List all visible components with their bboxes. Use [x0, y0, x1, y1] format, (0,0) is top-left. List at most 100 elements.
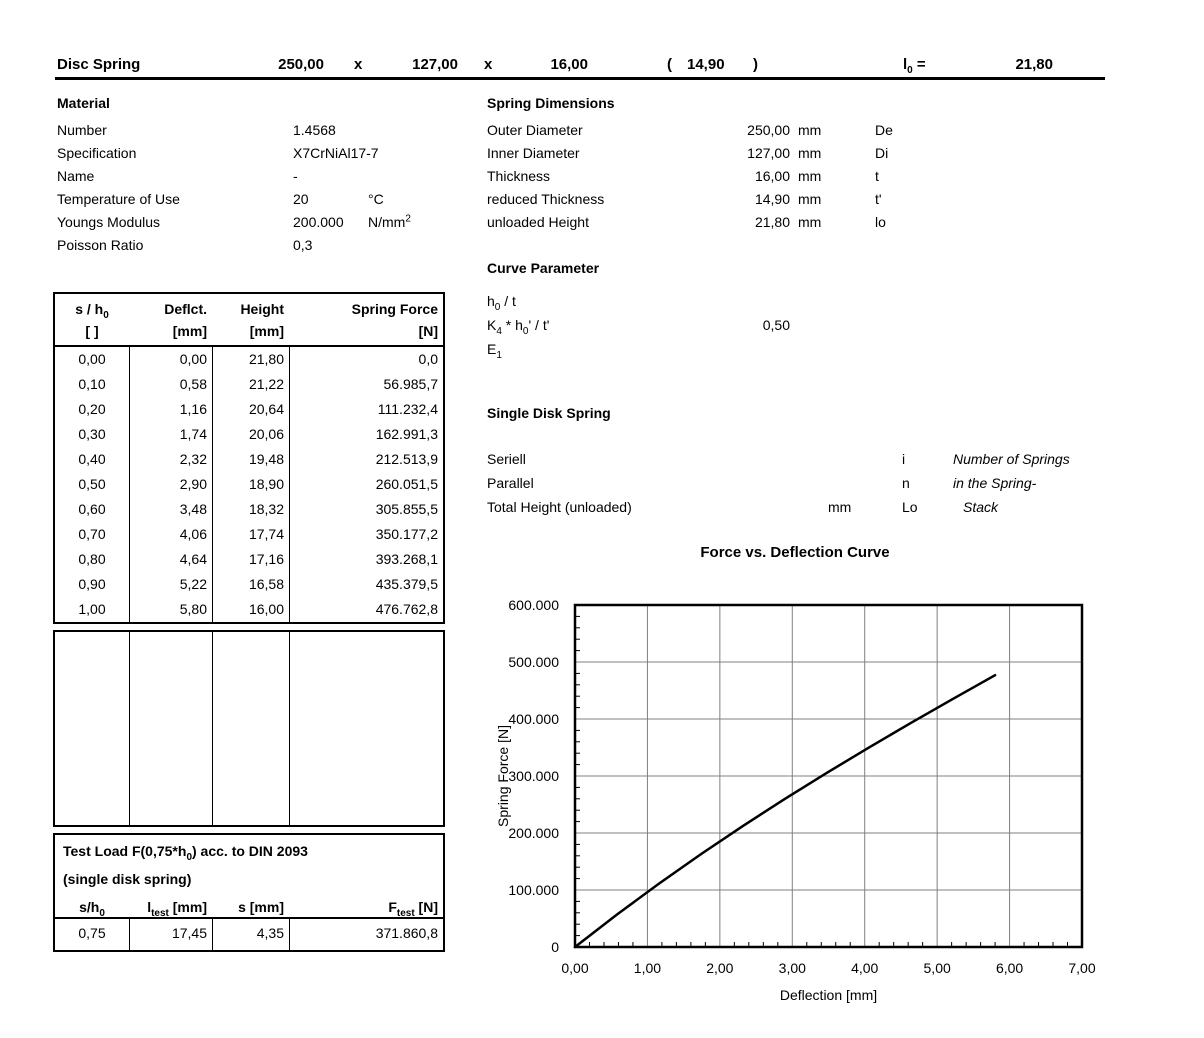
cell: 0,50	[78, 476, 106, 492]
table-row: 0,90 5,22 16,58 435.379,5	[55, 572, 443, 597]
cell: 56.985,7	[289, 372, 443, 397]
cell: 16,58	[212, 572, 289, 597]
column-separator	[129, 632, 130, 825]
material-label: Specification	[57, 145, 137, 161]
y-axis-label: Spring Force [N]	[495, 725, 511, 827]
header-times-2: x	[484, 56, 493, 73]
y-tick-label: 200.000	[508, 825, 559, 841]
cell: 0,90	[78, 576, 106, 592]
table-row: 1,00 5,80 16,00 476.762,8	[55, 597, 443, 622]
column-unit: [ ]	[85, 323, 99, 339]
test-load-header: s/h0 ltest [mm] s [mm] Ftest [N]	[55, 897, 443, 919]
curve-parameter-value: 0,50	[762, 317, 790, 333]
material-unit: N/mm2	[368, 213, 411, 230]
dimension-symbol: De	[875, 122, 893, 138]
column-separator	[289, 632, 290, 825]
single-disk-label: Seriell	[487, 451, 526, 467]
material-heading: Material	[57, 95, 110, 111]
deflection-table-header: s / h0 Deflct. Height Spring Force [ ] […	[55, 294, 443, 347]
cell: 162.991,3	[289, 422, 443, 447]
cell: 111.232,4	[289, 397, 443, 422]
header-paren-open: (	[667, 56, 672, 73]
y-tick-label: 300.000	[508, 768, 559, 784]
x-tick-label: 4,00	[851, 960, 878, 976]
column-header: s [mm]	[238, 899, 284, 915]
y-tick-label: 100.000	[508, 882, 559, 898]
column-header: Spring Force	[351, 301, 438, 317]
cell: 0,00	[129, 347, 212, 372]
column-unit: [mm]	[172, 323, 207, 339]
y-tick-label: 0	[551, 939, 559, 955]
cell: 17,16	[212, 547, 289, 572]
dimension-label: unloaded Height	[487, 214, 589, 230]
single-disk-symbol: Lo	[902, 499, 918, 515]
curve-parameter-heading: Curve Parameter	[487, 260, 600, 276]
material-unit: °C	[368, 191, 384, 207]
dimension-symbol: t'	[875, 191, 882, 207]
header-underline	[55, 77, 1105, 80]
cell: 5,22	[129, 572, 212, 597]
cell: 0,70	[78, 526, 106, 542]
y-tick-label: 400.000	[508, 711, 559, 727]
y-tick-label: 500.000	[508, 654, 559, 670]
dimension-unit: mm	[798, 191, 822, 207]
cell: 0,10	[78, 376, 106, 392]
column-header: s/h0	[79, 899, 105, 919]
header-l0-label: l0 =	[903, 56, 926, 76]
test-load-subtitle: (single disk spring)	[63, 871, 192, 887]
single-disk-note: in the Spring-	[953, 475, 1037, 491]
dimension-unit: mm	[798, 168, 822, 184]
column-separator	[212, 632, 213, 825]
material-value: 20	[293, 191, 309, 207]
header-paren-close: )	[753, 56, 758, 73]
deflection-table: s / h0 Deflct. Height Spring Force [ ] […	[53, 292, 445, 624]
cell: 212.513,9	[289, 447, 443, 472]
single-disk-label: Total Height (unloaded)	[487, 499, 632, 515]
single-disk-note: Number of Springs	[953, 451, 1070, 467]
dimension-value: 250,00	[747, 122, 790, 138]
curve-parameter-label: E1	[487, 341, 502, 361]
cell: 476.762,8	[289, 597, 443, 622]
header-times-1: x	[354, 56, 363, 73]
x-tick-label: 2,00	[706, 960, 733, 976]
cell: 0,30	[78, 426, 106, 442]
header-reduced-thickness: 14,90	[687, 56, 725, 73]
table-row: 0,00 0,00 21,80 0,0	[55, 347, 443, 372]
dimension-symbol: t	[875, 168, 879, 184]
doc-title: Disc Spring	[57, 56, 141, 73]
material-label: Temperature of Use	[57, 191, 180, 207]
column-header: Height	[240, 301, 284, 317]
cell: 1,00	[78, 601, 106, 617]
cell: 18,90	[212, 472, 289, 497]
table-row: 0,30 1,74 20,06 162.991,3	[55, 422, 443, 447]
cell: 3,48	[129, 497, 212, 522]
material-label: Youngs Modulus	[57, 214, 161, 230]
dimension-label: reduced Thickness	[487, 191, 605, 207]
cell: 0,00	[78, 351, 106, 367]
material-value: 1.4568	[293, 122, 336, 138]
x-tick-label: 5,00	[924, 960, 951, 976]
header-inner-diameter: 127,00	[412, 56, 458, 73]
x-tick-label: 7,00	[1068, 960, 1095, 976]
table-row: 0,20 1,16 20,64 111.232,4	[55, 397, 443, 422]
table-row: 0,80 4,64 17,16 393.268,1	[55, 547, 443, 572]
dimensions-heading: Spring Dimensions	[487, 95, 615, 111]
cell: 17,74	[212, 522, 289, 547]
single-disk-symbol: n	[902, 475, 910, 491]
x-tick-label: 6,00	[996, 960, 1023, 976]
cell: 371.860,8	[289, 919, 443, 950]
table-row: 0,10 0,58 21,22 56.985,7	[55, 372, 443, 397]
cell: 4,35	[212, 919, 289, 950]
test-load-table: Test Load F(0,75*h0) acc. to DIN 2093 (s…	[53, 833, 445, 952]
table-row: 0,60 3,48 18,32 305.855,5	[55, 497, 443, 522]
empty-table-block	[53, 630, 445, 827]
material-value: 200.000	[293, 214, 344, 230]
cell: 0,60	[78, 501, 106, 517]
cell: 16,00	[212, 597, 289, 622]
dimension-unit: mm	[798, 122, 822, 138]
column-header: Deflct.	[164, 301, 207, 317]
single-disk-label: Parallel	[487, 475, 534, 491]
material-label: Name	[57, 168, 95, 184]
cell: 350.177,2	[289, 522, 443, 547]
